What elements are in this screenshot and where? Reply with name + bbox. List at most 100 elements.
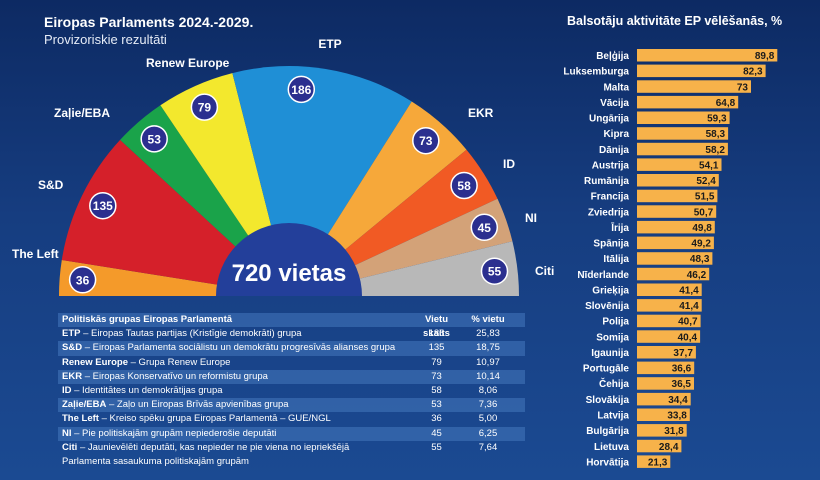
turnout-value-label: 54,1 <box>699 160 719 171</box>
turnout-value-label: 21,3 <box>648 457 668 468</box>
turnout-country-label: Rumānija <box>584 176 629 187</box>
turnout-bar <box>637 80 751 93</box>
slice-name-label: S&D <box>38 178 64 192</box>
turnout-country-label: Itālija <box>603 254 629 265</box>
slice-value-label: 58 <box>457 179 471 193</box>
group-seats: 58 <box>431 384 442 396</box>
turnout-bar <box>637 127 729 140</box>
turnout-bar <box>637 252 713 265</box>
slice-value-badge <box>470 213 499 242</box>
turnout-country-label: Zviedrija <box>588 207 630 218</box>
turnout-bar <box>637 111 730 124</box>
slice-value-badge <box>68 266 97 294</box>
turnout-value-label: 48,3 <box>690 254 710 265</box>
turnout-value-label: 58,2 <box>705 145 725 156</box>
group-pct: 7,64 <box>478 441 498 453</box>
turnout-value-label: 41,4 <box>679 286 699 297</box>
turnout-country-label: Luksemburga <box>563 67 629 78</box>
group-pct: 5,00 <box>478 413 498 425</box>
turnout-bar <box>637 439 682 453</box>
turnout-bar <box>637 346 696 359</box>
slice-name-label: NI <box>525 211 537 225</box>
turnout-country-label: Bulgārija <box>586 426 629 437</box>
group-pct: 6,25 <box>478 427 498 439</box>
turnout-country-label: Vācija <box>600 98 629 109</box>
turnout-bar <box>637 158 722 171</box>
turnout-country-label: Slovēnija <box>585 301 629 312</box>
table-row: The Left – Kreiso spēku grupa Eiropas Pa… <box>58 412 525 426</box>
seat-distribution-chart: 720 vietas 36 The Left 135 S&D 53 Zaļie/EBA 79 R… <box>12 37 554 296</box>
turnout-value-label: 59,3 <box>707 114 727 125</box>
turnout-country-label: Grieķija <box>592 286 629 297</box>
slice-value-badge <box>480 257 509 285</box>
turnout-country-label: Spānija <box>593 239 629 250</box>
turnout-country-label: Kipra <box>603 129 629 140</box>
turnout-bar <box>637 205 717 218</box>
table-row: EKR – Eiropas Konservatīvo un reformistu… <box>58 369 525 384</box>
table-row: S&D – Eiropas Parlamenta sociālistu un d… <box>58 341 525 356</box>
turnout-value-label: 41,4 <box>679 301 699 312</box>
group-pct: 10,14 <box>476 370 500 382</box>
chart-subtitle: Provizoriskie rezultāti <box>44 32 167 47</box>
group-seats: 45 <box>431 427 442 439</box>
group-desc: – Jaunievēlēti deputāti, kas nepieder ne… <box>77 441 350 453</box>
slice-value-badge <box>412 126 440 155</box>
turnout-bar <box>637 455 671 468</box>
slice-name-label: Renew Europe <box>146 56 230 70</box>
turnout-value-label: 82,3 <box>743 67 763 78</box>
group-abbr: ID <box>62 384 72 396</box>
slice-name-label: ID <box>503 157 515 171</box>
slice-value-label: 135 <box>93 199 113 213</box>
turnout-bar <box>637 330 701 343</box>
turnout-country-label: Ungārija <box>589 114 629 125</box>
group-abbr: NI <box>62 427 72 439</box>
group-seats: 36 <box>431 413 442 425</box>
group-abbr: ETP <box>62 328 81 340</box>
slice-value-label: 45 <box>478 221 492 235</box>
col-header-seats: Vietu skaits <box>423 314 450 340</box>
group-seats: 53 <box>431 399 442 411</box>
group-pct: 18,75 <box>476 342 500 354</box>
turnout-bar <box>637 377 694 390</box>
slice-value-label: 55 <box>488 265 502 279</box>
turnout-value-label: 28,4 <box>659 442 679 453</box>
turnout-country-label: Portugāle <box>583 364 630 375</box>
col-header-pct: % vietu <box>471 314 505 325</box>
turnout-country-label: Somija <box>596 332 629 343</box>
slice-value-label: 73 <box>419 134 433 148</box>
slice-name-label: Citi <box>535 264 554 278</box>
center-label: 720 vietas <box>232 260 347 287</box>
slice-value-badge <box>140 125 168 153</box>
turnout-value-label: 46,2 <box>687 270 707 281</box>
turnout-value-label: 58,3 <box>706 129 726 140</box>
group-seats: 55 <box>431 441 442 453</box>
group-desc: – Identitātes un demokrātijas grupa <box>71 384 223 396</box>
slice-name-label: Zaļie/EBA <box>54 106 110 120</box>
turnout-country-label: Beļģija <box>596 49 629 62</box>
turnout-value-label: 36,5 <box>672 379 692 390</box>
group-desc-continued: Parlamenta sasaukuma politiskajām grupām <box>62 455 249 467</box>
slice-value-badge <box>450 171 478 200</box>
turnout-bar <box>637 408 690 421</box>
group-abbr: Renew Europe <box>62 356 128 368</box>
turnout-country-label: Slovākija <box>586 395 630 406</box>
group-desc: – Pie politiskajām grupām nepiederošie d… <box>71 427 277 439</box>
table-row: NI – Pie politiskajām grupām nepiederoši… <box>58 426 525 441</box>
table-row: Renew Europe – Grupa Renew Europe 79 10,… <box>58 356 525 370</box>
turnout-bar <box>637 142 728 156</box>
group-seats: 186 <box>428 328 445 340</box>
turnout-value-label: 89,8 <box>755 51 775 62</box>
turnout-country-label: Čehija <box>599 377 629 390</box>
slice-name-label: EKR <box>468 106 494 120</box>
turnout-value-label: 52,4 <box>696 176 716 187</box>
group-desc: – Eiropas Parlamenta sociālistu un demok… <box>82 342 396 354</box>
turnout-bar <box>637 220 715 234</box>
turnout-country-label: Īrija <box>610 222 629 234</box>
turnout-country-label: Austrija <box>592 160 630 171</box>
turnout-value-label: 31,8 <box>664 426 684 437</box>
slice-value-badge <box>89 191 117 220</box>
group-abbr: S&D <box>62 342 83 354</box>
turnout-chart-title: Balsotāju aktivitāte EP vēlēšanās, % <box>567 14 783 28</box>
turnout-value-label: 34,4 <box>668 395 688 406</box>
turnout-country-label: Dānija <box>599 145 629 156</box>
